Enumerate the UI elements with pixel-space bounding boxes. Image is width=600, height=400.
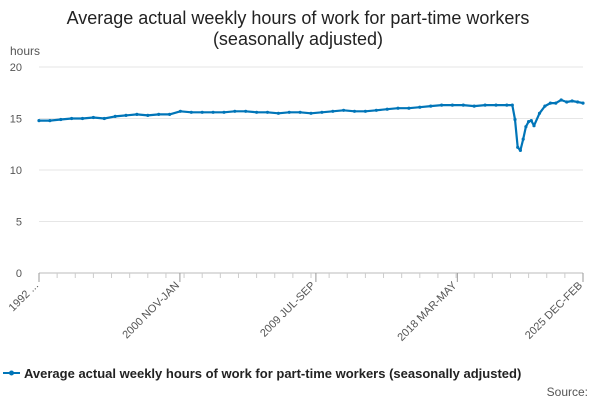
data-point [513,117,517,122]
data-point [200,110,204,114]
data-point [309,111,313,115]
data-point [48,119,52,123]
series-line [39,98,584,152]
data-point [244,109,248,113]
data-point [102,116,106,121]
data-point [168,112,172,116]
data-point [80,116,85,121]
data-point [37,119,41,123]
data-point [157,112,161,116]
x-tick-label: 2018 MAR-MAY [395,279,460,344]
data-point [287,110,291,114]
gridlines [39,66,583,222]
data-point [407,106,411,110]
x-tick-label: 2000 NOV-JAN [120,280,182,342]
y-tick-label: 0 [16,268,22,280]
chart-title-line2: (seasonally adjusted) [213,29,383,49]
data-point [189,110,193,114]
data-point [146,113,150,117]
data-point [135,112,139,116]
x-tick-label: 2009 JUL-SEP [258,280,318,340]
legend-label: Average actual weekly hours of work for … [24,366,521,381]
data-point [483,103,487,107]
plot-area [37,98,585,152]
legend-marker-swatch [9,370,14,376]
data-point [440,103,444,107]
data-point [521,137,525,141]
data-point [374,108,378,112]
data-point [529,119,533,123]
x-tick-label: 2025 DEC-FEB [523,280,585,342]
data-point [59,117,63,122]
y-tick-label: 10 [10,165,22,177]
data-point [450,103,454,107]
data-point [396,106,400,110]
chart-title-line1: Average actual weekly hours of work for … [67,8,530,28]
data-point [494,103,498,107]
data-point [255,110,259,114]
data-point [570,99,574,103]
data-point [233,109,237,113]
data-point [559,98,563,102]
data-point [510,103,514,107]
data-point [385,107,389,111]
data-point [429,104,433,108]
y-axis-unit-label: hours [10,44,40,58]
x-tick-label: 1992 ... [7,280,41,314]
data-point [298,110,302,114]
data-point [524,125,528,129]
data-point [320,110,324,114]
y-tick-label: 15 [10,114,22,126]
data-point [472,104,476,108]
data-point [352,109,357,113]
data-point [265,110,270,114]
y-tick-label: 5 [16,217,22,229]
data-point [461,103,465,107]
data-point [211,110,215,114]
data-point [91,115,95,120]
data-point [70,116,74,121]
data-point [222,110,226,114]
data-point [532,124,536,128]
data-point [505,103,509,107]
data-point [418,105,422,109]
data-point [178,109,182,113]
data-point [124,113,128,117]
data-point [331,109,335,113]
data-point [276,111,280,115]
data-point [113,114,117,118]
data-point [527,120,531,124]
source-label: Source: [547,385,588,399]
data-point [554,101,558,105]
data-point [537,111,542,115]
data-point [342,108,346,112]
data-point [363,109,367,113]
y-tick-label: 20 [10,62,22,74]
data-point [543,104,547,108]
data-point [576,100,580,104]
data-point [565,100,569,104]
y-axis-ticks: 0 5 10 15 20 [10,62,22,280]
legend: Average actual weekly hours of work for … [3,366,521,381]
data-point [581,101,585,105]
x-axis: 1992 ... 2000 NOV-JAN 2009 JUL-SEP 2018 MAR… [7,272,585,344]
data-point [548,101,553,105]
data-point [518,148,523,152]
data-point [516,145,520,149]
